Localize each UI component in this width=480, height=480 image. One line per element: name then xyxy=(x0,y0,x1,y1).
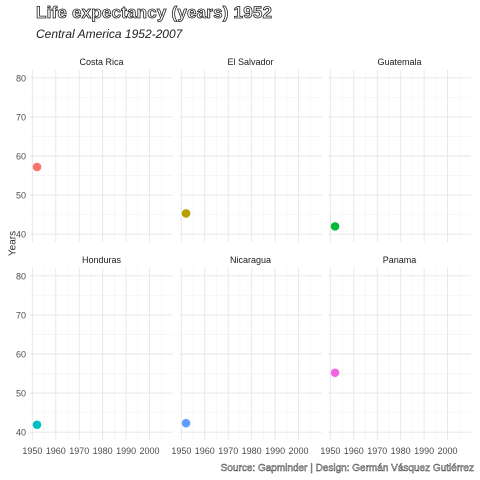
y-tick-label: 80 xyxy=(16,73,26,83)
y-tick-label: 50 xyxy=(16,191,26,201)
facet-label: Panama xyxy=(383,255,417,265)
x-tick-label: 1980 xyxy=(391,446,411,456)
x-tick-label: 1990 xyxy=(414,446,434,456)
x-tick-label: 1990 xyxy=(265,446,285,456)
x-tick-label: 1970 xyxy=(367,446,387,456)
y-tick-label: 80 xyxy=(16,271,26,281)
x-tick-label: 1960 xyxy=(344,446,364,456)
data-point xyxy=(330,222,340,231)
x-tick-label: 1990 xyxy=(116,446,136,456)
x-tick-label: 2000 xyxy=(289,446,309,456)
data-point xyxy=(32,162,42,172)
x-tick-label: 2000 xyxy=(140,446,160,456)
data-point xyxy=(181,418,191,428)
x-tick-label: 1950 xyxy=(320,446,340,456)
chart-title: Life expectancy (years) 1952 xyxy=(36,3,273,23)
x-tick-label: 1960 xyxy=(46,446,66,456)
y-tick-label: 70 xyxy=(16,310,26,320)
data-point xyxy=(181,209,191,218)
x-tick-label: 1970 xyxy=(69,446,89,456)
y-tick-label: 40 xyxy=(16,428,26,438)
y-tick-label: 60 xyxy=(16,350,26,360)
facet-label: Nicaragua xyxy=(230,255,271,265)
facet-label: Guatemala xyxy=(377,57,421,67)
chart-caption: Source: Gapminder | Design: Germán Vásqu… xyxy=(220,463,474,474)
facet-label: Costa Rica xyxy=(79,57,123,67)
x-tick-label: 1980 xyxy=(93,446,113,456)
x-tick-label: 1970 xyxy=(218,446,238,456)
x-tick-label: 1950 xyxy=(171,446,191,456)
facet-label: El Salvador xyxy=(227,57,273,67)
x-tick-label: 1960 xyxy=(195,446,215,456)
data-point xyxy=(32,420,42,430)
facet-label: Honduras xyxy=(82,255,122,265)
x-tick-label: 2000 xyxy=(438,446,458,456)
y-tick-label: 70 xyxy=(16,112,26,122)
x-tick-label: 1950 xyxy=(22,446,42,456)
chart-subtitle: Central America 1952-2007 xyxy=(36,27,183,41)
data-point xyxy=(330,368,340,378)
x-tick-label: 1980 xyxy=(242,446,262,456)
y-tick-label: 50 xyxy=(16,389,26,399)
y-tick-label: 40 xyxy=(16,230,26,240)
y-tick-label: 60 xyxy=(16,152,26,162)
